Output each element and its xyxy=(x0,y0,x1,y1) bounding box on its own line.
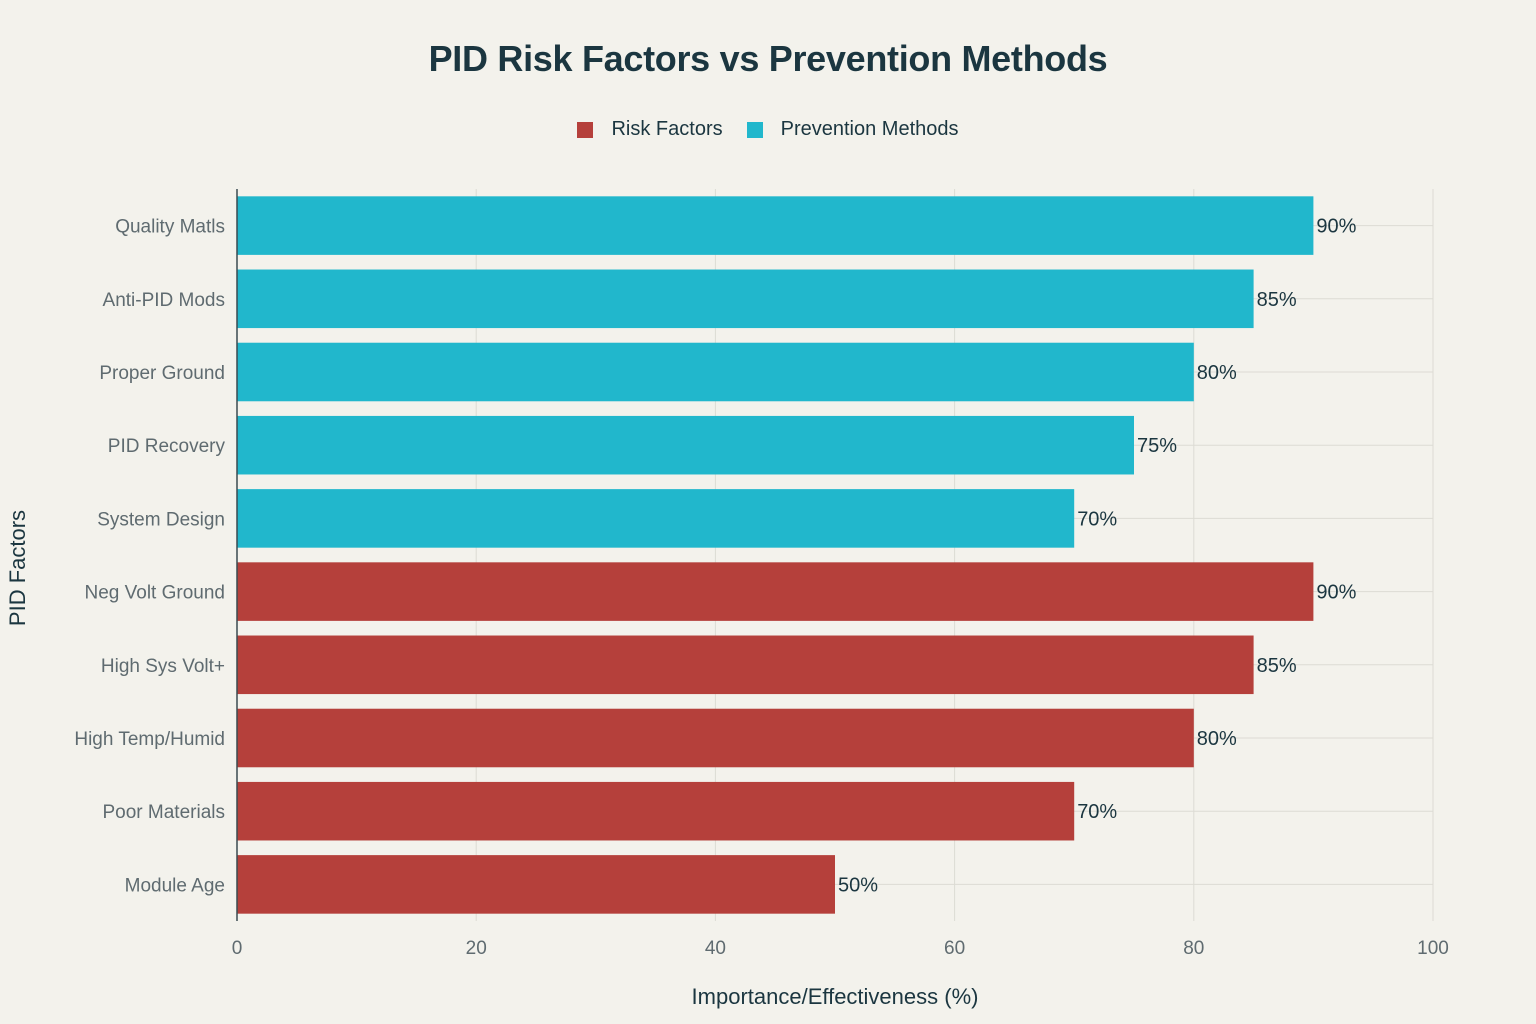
bar-high-sys-volt xyxy=(237,635,1254,695)
legend-swatch-prevention-methods xyxy=(746,121,763,138)
x-tick-label-80: 80 xyxy=(1183,938,1204,959)
legend-swatch-risk-factors xyxy=(577,121,594,138)
data-label-system-design: 70% xyxy=(1077,508,1117,530)
legend: Risk Factors Prevention Methods xyxy=(0,118,1536,141)
legend-label-prevention-methods: Prevention Methods xyxy=(780,118,959,140)
data-label-pid-recovery: 75% xyxy=(1137,435,1177,457)
x-tick-label-0: 0 xyxy=(232,938,243,959)
y-tick-label-module-age: Module Age xyxy=(125,875,225,896)
labels: 0 20 40 60 80 100 90% Quality Matls 85% Anti-PID … xyxy=(74,216,1449,959)
bar-module-age xyxy=(237,855,835,914)
y-tick-label-anti-pid-mods: Anti-PID Mods xyxy=(103,290,225,311)
y-tick-label-poor-materials: Poor Materials xyxy=(103,802,226,823)
bar-quality-matls xyxy=(237,196,1314,255)
x-tick-label-40: 40 xyxy=(705,938,726,959)
bar-system-design xyxy=(237,489,1075,548)
data-label-proper-ground: 80% xyxy=(1197,362,1237,384)
y-tick-label-neg-volt-ground: Neg Volt Ground xyxy=(85,583,225,604)
bar-anti-pid-mods xyxy=(237,269,1254,329)
data-label-module-age: 50% xyxy=(838,874,878,896)
data-label-poor-materials: 70% xyxy=(1077,801,1117,823)
y-tick-label-high-sys-volt: High Sys Volt+ xyxy=(101,656,225,677)
data-label-quality-matls: 90% xyxy=(1316,216,1356,238)
x-axis-title: Importance/Effectiveness (%) xyxy=(691,984,979,1009)
y-tick-label-high-temp-humid: High Temp/Humid xyxy=(74,729,225,750)
x-tick-label-100: 100 xyxy=(1417,938,1449,959)
legend-item-prevention-methods[interactable]: Prevention Methods xyxy=(746,118,959,141)
bar-high-temp-humid xyxy=(237,708,1194,768)
bar-neg-volt-ground xyxy=(237,562,1314,621)
y-tick-label-quality-matls: Quality Matls xyxy=(115,217,225,238)
data-label-high-temp-humid: 80% xyxy=(1197,728,1237,750)
legend-item-risk-factors[interactable]: Risk Factors xyxy=(577,118,723,141)
y-axis-title: PID Factors xyxy=(5,509,30,627)
bars xyxy=(237,196,1314,914)
y-tick-label-proper-ground: Proper Ground xyxy=(99,363,225,384)
chart-title: PID Risk Factors vs Prevention Methods xyxy=(428,38,1108,79)
data-label-high-sys-volt: 85% xyxy=(1257,655,1297,677)
bar-proper-ground xyxy=(237,342,1194,402)
y-tick-label-pid-recovery: PID Recovery xyxy=(108,436,226,457)
bar-poor-materials xyxy=(237,781,1075,841)
x-tick-label-60: 60 xyxy=(944,938,965,959)
bar-pid-recovery xyxy=(237,415,1134,475)
x-tick-label-20: 20 xyxy=(466,938,487,959)
legend-label-risk-factors: Risk Factors xyxy=(611,118,723,140)
data-label-anti-pid-mods: 85% xyxy=(1257,289,1297,311)
y-tick-label-system-design: System Design xyxy=(97,509,225,530)
data-label-neg-volt-ground: 90% xyxy=(1316,582,1356,604)
